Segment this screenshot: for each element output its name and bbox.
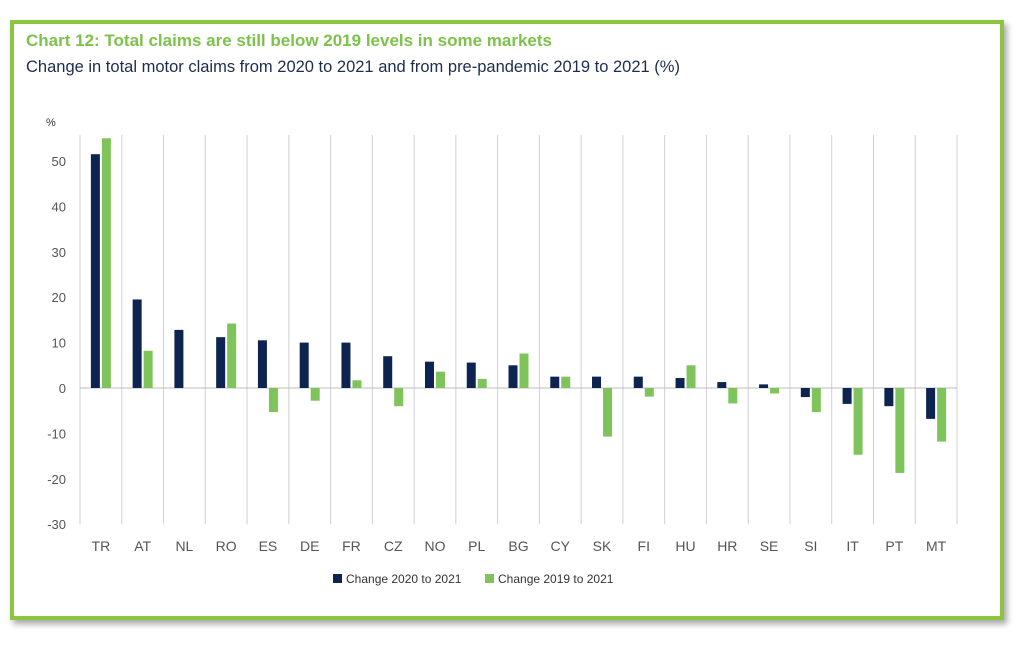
x-category-label: HR — [717, 538, 737, 554]
bar-bg-series-2 — [519, 353, 529, 388]
x-category-label: AT — [134, 538, 151, 554]
x-category-label: SE — [760, 538, 779, 554]
bar-fr-series-1 — [341, 342, 351, 388]
x-category-label: SK — [593, 538, 612, 554]
bar-cz-series-1 — [383, 356, 393, 388]
bar-hr-series-2 — [728, 388, 738, 404]
x-category-label: FI — [638, 538, 650, 554]
y-tick-label: 30 — [52, 245, 66, 260]
bar-bg-series-1 — [508, 365, 518, 388]
x-category-label: NL — [175, 538, 193, 554]
x-category-label: IT — [846, 538, 859, 554]
x-category-label: PT — [885, 538, 903, 554]
chart-subtitle: Change in total motor claims from 2020 t… — [26, 58, 680, 76]
bar-cz-series-2 — [394, 388, 404, 407]
bar-fr-series-2 — [352, 380, 362, 388]
bar-it-series-2 — [853, 388, 863, 455]
bar-ro-series-1 — [216, 337, 226, 388]
bar-fi-series-2 — [644, 388, 654, 397]
bar-sk-series-2 — [603, 388, 613, 437]
x-category-label: RO — [216, 538, 237, 554]
chart-frame — [10, 20, 1004, 620]
y-tick-label: 0 — [59, 381, 66, 396]
y-unit-label: % — [46, 117, 56, 129]
bar-at-series-1 — [132, 299, 142, 388]
x-category-label: MT — [926, 538, 947, 554]
bar-pl-series-2 — [477, 378, 487, 388]
chart-title: Chart 12: Total claims are still below 2… — [26, 31, 552, 50]
bar-pt-series-2 — [895, 388, 905, 473]
x-category-label: SI — [804, 538, 817, 554]
y-tick-label: 20 — [52, 290, 66, 305]
bar-de-series-2 — [310, 388, 320, 401]
bar-mt-series-1 — [926, 388, 936, 419]
bar-pt-series-1 — [884, 388, 894, 407]
bar-it-series-1 — [842, 388, 852, 404]
bar-cy-series-1 — [550, 376, 560, 388]
grid-layer — [79, 135, 958, 525]
bar-tr-series-1 — [90, 154, 100, 388]
bar-hu-series-1 — [675, 378, 685, 388]
bar-hr-series-1 — [717, 382, 727, 388]
x-category-label: TR — [92, 538, 111, 554]
bar-es-series-2 — [268, 388, 278, 413]
legend-label-series-1: Change 2020 to 2021 — [346, 572, 462, 586]
bar-nl-series-1 — [174, 329, 184, 388]
bars-layer — [90, 138, 947, 473]
x-category-label: BG — [508, 538, 528, 554]
bar-se-series-1 — [759, 384, 769, 388]
bar-sk-series-1 — [592, 376, 602, 388]
bar-es-series-1 — [257, 340, 267, 388]
x-category-label: HU — [675, 538, 695, 554]
x-category-label: ES — [259, 538, 278, 554]
x-category-label: NO — [424, 538, 445, 554]
bar-tr-series-2 — [101, 138, 111, 388]
legend-label-series-2: Change 2019 to 2021 — [498, 572, 614, 586]
legend-swatch-series-2 — [485, 574, 494, 583]
bar-si-series-1 — [800, 388, 810, 398]
y-tick-label: -20 — [47, 472, 66, 487]
bar-pl-series-1 — [466, 362, 476, 388]
bar-cy-series-2 — [561, 376, 571, 388]
bar-se-series-2 — [770, 388, 780, 394]
y-tick-label: 10 — [52, 336, 66, 351]
x-category-label: PL — [468, 538, 485, 554]
y-tick-label: 40 — [52, 199, 66, 214]
bar-no-series-1 — [424, 361, 434, 388]
bar-no-series-2 — [435, 371, 445, 388]
bar-ro-series-2 — [227, 323, 237, 388]
legend-swatch-series-1 — [333, 574, 342, 583]
labels-layer: 50 40 30 20 10 0 -10 -20 -30 TR AT NL RO ES DE FR CZ NO PL… — [47, 154, 946, 554]
bar-at-series-2 — [143, 350, 153, 388]
bar-fi-series-1 — [633, 376, 643, 388]
y-tick-label: 50 — [52, 154, 66, 169]
x-category-label: CZ — [384, 538, 403, 554]
legend: Change 2020 to 2021 Change 2019 to 2021 — [333, 572, 614, 586]
x-category-label: DE — [300, 538, 319, 554]
x-category-label: CY — [551, 538, 571, 554]
x-category-label: FR — [342, 538, 361, 554]
bar-hu-series-2 — [686, 365, 696, 388]
y-tick-label: -10 — [47, 426, 66, 441]
y-tick-label: -30 — [47, 517, 66, 532]
bar-de-series-1 — [299, 342, 309, 388]
bar-mt-series-2 — [937, 388, 947, 442]
bar-si-series-2 — [811, 388, 821, 413]
